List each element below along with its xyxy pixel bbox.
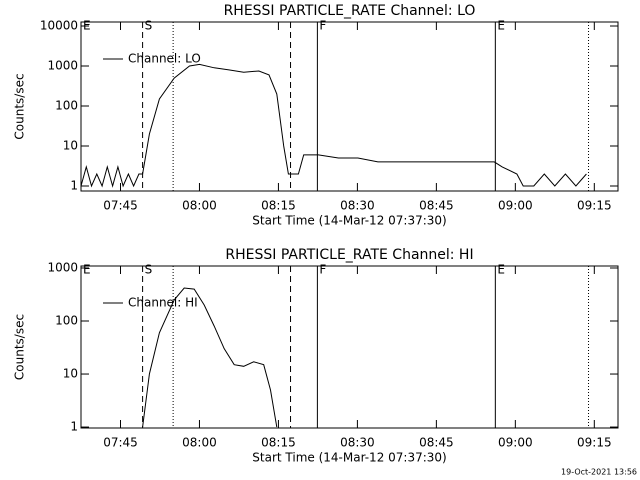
y-tick-label: 1 [70, 179, 78, 193]
x-axis-title: Start Time (14-Mar-12 07:37:30) [252, 451, 446, 465]
x-tick-label: 09:15 [577, 436, 612, 450]
x-tick-label: 08:45 [419, 436, 454, 450]
y-tick-label: 1000 [47, 260, 78, 274]
x-tick-label: 09:00 [498, 436, 533, 450]
chart-title: RHESSI PARTICLE_RATE Channel: HI [225, 247, 473, 263]
event-label: E [83, 19, 91, 33]
x-tick-label: 07:45 [103, 199, 138, 213]
legend-label: Channel: LO [128, 52, 201, 66]
x-tick-label: 08:45 [419, 199, 454, 213]
x-tick-label: 07:45 [103, 436, 138, 450]
x-tick-label: 08:00 [182, 436, 217, 450]
footer-timestamp: 19-Oct-2021 13:56 [561, 468, 637, 477]
y-axis-title: Counts/sec [13, 314, 27, 380]
y-tick-label: 100 [55, 314, 78, 328]
event-label: S [145, 263, 153, 277]
x-tick-label: 08:15 [261, 199, 296, 213]
y-tick-label: 1000 [47, 59, 78, 73]
y-tick-label: 10000 [40, 19, 78, 33]
x-axis-title: Start Time (14-Mar-12 07:37:30) [252, 214, 446, 228]
legend-label: Channel: HI [128, 296, 198, 310]
event-label: S [145, 19, 153, 33]
chart-title: RHESSI PARTICLE_RATE Channel: LO [224, 3, 476, 19]
event-label: E [497, 263, 505, 277]
event-label: E [83, 263, 91, 277]
x-tick-label: 08:15 [261, 436, 296, 450]
y-tick-label: 100 [55, 99, 78, 113]
data-line [142, 287, 278, 428]
y-tick-label: 10 [63, 367, 78, 381]
x-tick-label: 08:30 [340, 199, 375, 213]
y-axis-title: Counts/sec [13, 73, 27, 139]
event-label: E [497, 19, 505, 33]
x-tick-label: 09:15 [577, 199, 612, 213]
y-tick-label: 1 [70, 420, 78, 434]
x-tick-label: 09:00 [498, 199, 533, 213]
x-tick-label: 08:00 [182, 199, 217, 213]
event-label: F [319, 263, 326, 277]
data-line [80, 63, 587, 188]
y-tick-label: 10 [63, 139, 78, 153]
event-label: F [319, 19, 326, 33]
x-tick-label: 08:30 [340, 436, 375, 450]
